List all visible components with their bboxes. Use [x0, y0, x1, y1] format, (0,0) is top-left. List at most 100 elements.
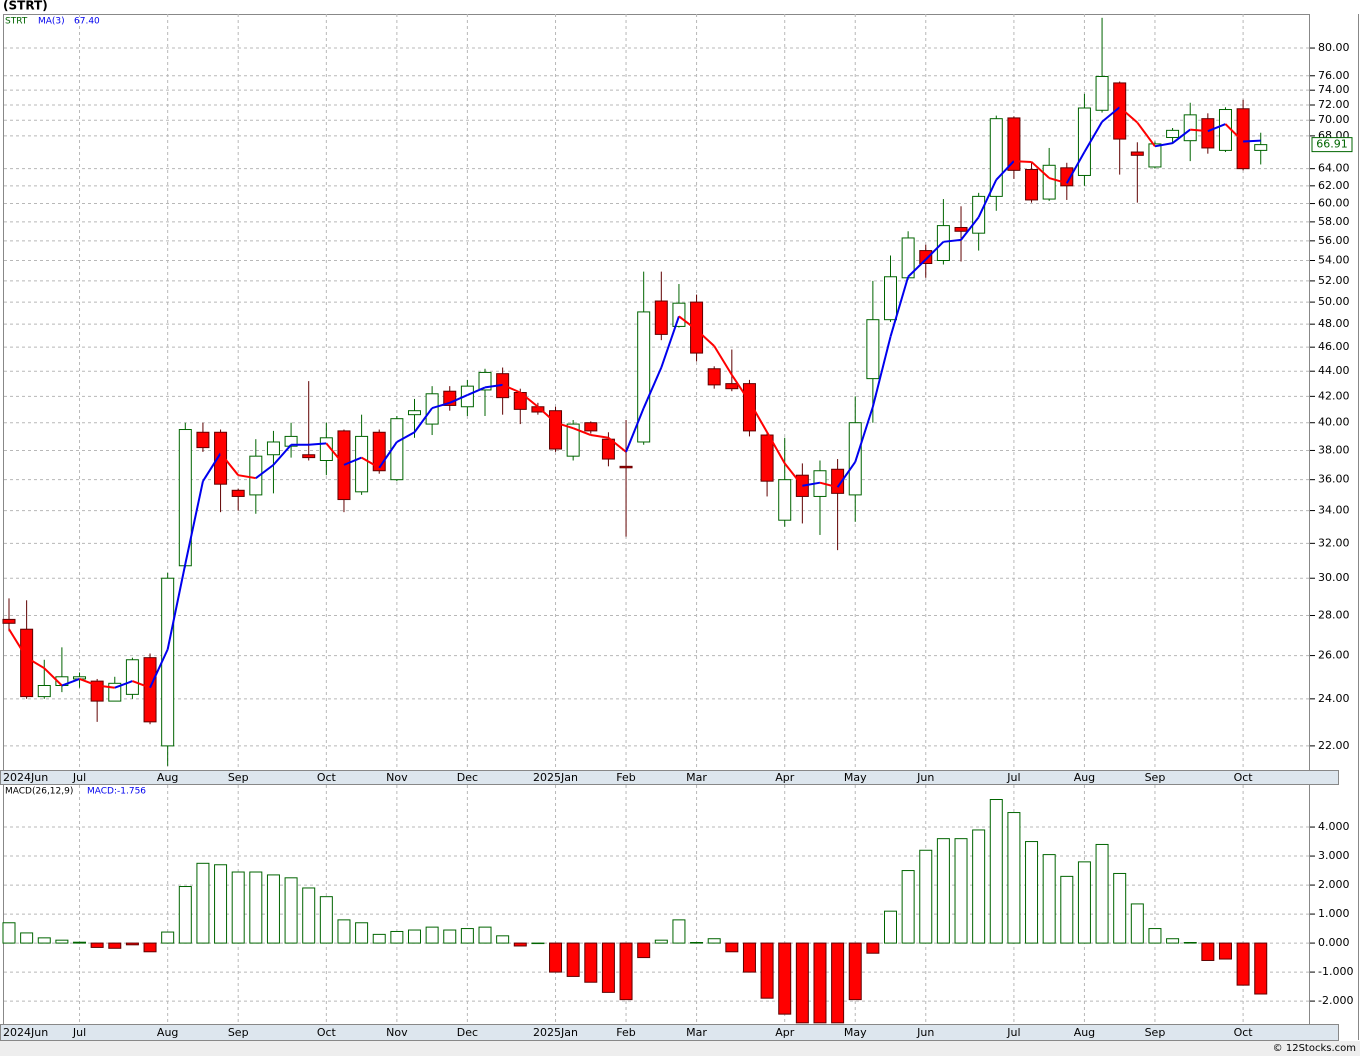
ma-line [431, 401, 451, 410]
candle-body [37, 685, 51, 698]
ma-line [625, 407, 645, 453]
y-tick-label: 72.00 [1318, 98, 1350, 111]
macd-bar [795, 942, 809, 1024]
ma-line [114, 680, 133, 689]
candle-body [637, 311, 651, 443]
ma-line [907, 258, 927, 278]
candle-body [725, 383, 739, 390]
ma-line [572, 427, 592, 436]
macd-bar [742, 942, 756, 973]
candle-body [161, 577, 175, 747]
ma-line [995, 160, 1015, 181]
macd-bar [108, 942, 122, 949]
ma-line [960, 216, 980, 241]
ma-line [502, 383, 521, 394]
x-tick-label: Dec [457, 1026, 478, 1039]
x-tick-label: Nov [386, 1026, 408, 1039]
ma-value: 67.40 [74, 17, 100, 27]
ma-line [836, 461, 857, 488]
candle-body [972, 195, 986, 234]
ma-line [255, 464, 275, 479]
candle-body [1236, 108, 1250, 170]
ma-line [1030, 161, 1050, 179]
candle-body [1095, 75, 1109, 111]
ma-line [871, 336, 892, 407]
macd-bar [707, 938, 721, 944]
ma-line [977, 179, 998, 218]
macd-bar [584, 942, 598, 983]
x-tick-label: Aug [1074, 1026, 1095, 1039]
ma-line [642, 367, 663, 409]
macd-bar [1042, 854, 1056, 944]
y-tick-label: -2.000 [1318, 994, 1353, 1007]
ma-line [396, 431, 415, 443]
macd-bar [355, 922, 369, 944]
ma-line [8, 628, 28, 659]
macd-bar [407, 929, 421, 944]
y-tick-label: 34.00 [1318, 504, 1350, 517]
y-tick-label: 2.000 [1318, 878, 1350, 891]
candle-body [231, 489, 245, 497]
y-tick-label: 28.00 [1318, 609, 1350, 622]
ma-line [484, 383, 503, 389]
ma-line [537, 406, 557, 424]
ma-line [1136, 121, 1156, 147]
candle-body [884, 276, 897, 321]
candle-body [478, 371, 492, 391]
macd-bar [478, 926, 492, 944]
macd-bar [460, 928, 474, 944]
date-strip [0, 770, 1339, 785]
x-tick-label: Sep [228, 1026, 249, 1039]
candle-body [125, 659, 139, 695]
y-tick-label: 52.00 [1318, 274, 1350, 287]
macd-bar [37, 937, 51, 944]
ma-line [378, 441, 398, 469]
macd-bar [989, 799, 1003, 944]
ma-line [1207, 123, 1226, 133]
x-tick-label: May [844, 1026, 867, 1039]
x-tick-label: Mar [686, 771, 707, 784]
ma-line [1190, 128, 1208, 133]
candle-body [407, 410, 421, 416]
x-tick-label: Jul [1006, 771, 1020, 784]
ma-line [678, 315, 698, 331]
candle-body [143, 657, 157, 723]
ma-line [1048, 177, 1068, 185]
macd-bar [513, 942, 527, 947]
candle-body [760, 434, 774, 482]
y-tick-label: 40.00 [1318, 416, 1350, 429]
candle-body [954, 226, 968, 232]
ma-line [61, 678, 80, 687]
ma-line [308, 442, 327, 446]
ma-line [943, 238, 962, 243]
y-tick-label: 3.000 [1318, 849, 1350, 862]
macd-bar [1007, 812, 1021, 944]
ma-line [184, 480, 204, 565]
macd-bar [443, 929, 457, 944]
y-tick-label: 74.00 [1318, 83, 1350, 96]
x-tick-label: Jun [916, 1026, 934, 1039]
ma-line [695, 329, 715, 347]
x-tick-label: Jul [1006, 1026, 1020, 1039]
macd-bar [143, 942, 157, 953]
ma-line [343, 456, 362, 466]
y-tick-label: 38.00 [1318, 443, 1350, 456]
ma-line [325, 442, 345, 466]
macd-bar [1113, 872, 1127, 944]
x-tick-label: Dec [457, 771, 478, 784]
macd-bar [73, 941, 87, 944]
y-tick-label: 60.00 [1318, 197, 1350, 210]
macd-bar [1218, 942, 1232, 960]
candle-body [1218, 109, 1232, 151]
y-tick-label: 64.00 [1318, 162, 1350, 175]
macd-bar [1077, 861, 1091, 944]
macd-bar [214, 864, 228, 944]
ma-line [802, 481, 821, 487]
date-strip [0, 1024, 1339, 1041]
ma-line [219, 452, 239, 476]
ma-line [889, 276, 910, 337]
x-tick-label: Oct [1234, 771, 1254, 784]
macd-bar [1183, 941, 1197, 944]
candle-body [989, 118, 1003, 197]
x-tick-label: May [844, 771, 867, 784]
